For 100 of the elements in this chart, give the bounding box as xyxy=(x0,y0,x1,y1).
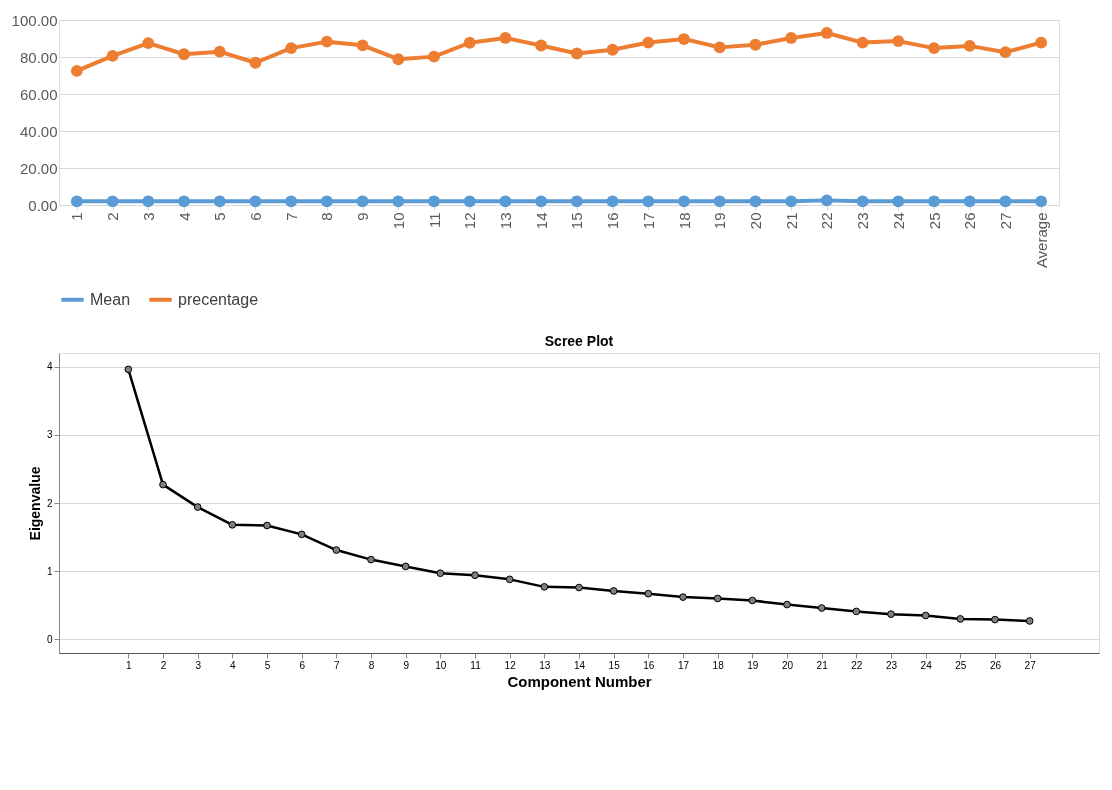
point xyxy=(401,562,410,571)
point xyxy=(749,38,762,51)
x-tick-label: 11 xyxy=(470,659,482,671)
legend-label: Mean xyxy=(90,290,131,308)
x-tick-label: 21 xyxy=(782,212,800,230)
point xyxy=(956,615,965,623)
x-tick-label: 18 xyxy=(675,212,693,230)
x-tick-label: 17 xyxy=(677,659,690,671)
point xyxy=(332,546,341,554)
x-tick-label: 8 xyxy=(318,212,336,221)
point xyxy=(142,37,155,50)
point xyxy=(963,40,976,52)
x-tick-label: 22 xyxy=(851,659,863,671)
point xyxy=(713,594,722,603)
point xyxy=(428,50,440,63)
x-tick-label: 25 xyxy=(925,212,943,230)
x-tick-label: 22 xyxy=(818,212,836,230)
x-axis-title: Component Number xyxy=(507,672,652,690)
point xyxy=(783,600,791,609)
x-tick-label: 10 xyxy=(389,212,407,230)
x-tick-label: 15 xyxy=(608,659,621,671)
point xyxy=(356,39,369,52)
point xyxy=(249,195,262,208)
point xyxy=(642,195,655,208)
point xyxy=(178,48,190,61)
y-tick-label: 3 xyxy=(46,429,53,441)
x-tick-label: 12 xyxy=(461,212,479,230)
x-tick-label: 20 xyxy=(781,659,794,671)
point xyxy=(748,596,757,605)
x-tick-label: 7 xyxy=(334,659,341,671)
x-tick-label: 6 xyxy=(246,212,264,221)
point xyxy=(570,47,583,60)
point xyxy=(856,36,869,49)
chart-title: Scree Plot xyxy=(544,333,614,349)
point xyxy=(535,195,548,208)
point xyxy=(249,56,262,69)
x-tick-label: 9 xyxy=(354,212,372,221)
x-tick-label: 20 xyxy=(746,212,764,230)
x-tick-label: 23 xyxy=(854,212,872,230)
x-tick-label: 21 xyxy=(816,659,829,671)
point xyxy=(505,575,514,584)
point xyxy=(713,41,726,54)
point xyxy=(263,521,271,530)
point xyxy=(535,39,548,52)
point xyxy=(749,195,762,208)
point xyxy=(785,32,798,44)
point xyxy=(228,520,237,529)
y-tick-label: 0 xyxy=(46,633,53,645)
point xyxy=(963,195,976,208)
x-tick-label: 9 xyxy=(403,659,410,671)
x-tick-label: 5 xyxy=(264,659,271,671)
point xyxy=(1035,195,1048,208)
point xyxy=(820,194,833,207)
y-tick-label: 40.00 xyxy=(19,122,58,140)
point xyxy=(928,42,940,55)
x-tick-label: 26 xyxy=(989,659,1002,671)
x-tick-label: 27 xyxy=(996,212,1014,230)
y-tick-label: 4 xyxy=(46,361,53,373)
point xyxy=(817,604,826,612)
point xyxy=(70,195,83,208)
y-axis-title: Eigenvalue xyxy=(26,466,43,541)
point xyxy=(678,195,690,208)
point xyxy=(644,589,653,598)
point xyxy=(852,607,861,616)
x-tick-label: 1 xyxy=(126,659,133,671)
point xyxy=(436,569,445,578)
point xyxy=(428,195,440,208)
point xyxy=(606,43,619,56)
point xyxy=(892,35,905,47)
y-tick-label: 0.00 xyxy=(28,196,58,214)
x-tick-label: 12 xyxy=(504,659,517,671)
x-tick-label: 26 xyxy=(961,212,979,230)
point xyxy=(392,53,405,66)
point xyxy=(297,530,306,539)
point xyxy=(713,195,726,208)
x-tick-label: 3 xyxy=(139,212,157,221)
x-tick-label: 2 xyxy=(104,212,122,221)
x-tick-label: 10 xyxy=(435,659,447,671)
x-tick-label: 25 xyxy=(955,659,967,671)
point xyxy=(70,64,83,77)
point xyxy=(471,571,479,580)
point xyxy=(392,195,405,208)
point xyxy=(609,587,618,595)
point xyxy=(320,195,333,208)
x-tick-label: 15 xyxy=(568,212,586,230)
x-tick-label: 14 xyxy=(532,212,550,230)
point xyxy=(820,27,833,39)
x-tick-label: 2 xyxy=(160,659,167,671)
x-tick-label: 16 xyxy=(604,212,622,230)
point xyxy=(463,195,476,208)
point xyxy=(367,555,375,564)
y-tick-label: 100.00 xyxy=(11,11,58,29)
point xyxy=(193,503,202,511)
point xyxy=(159,480,167,489)
x-tick-label: Average xyxy=(1032,212,1050,269)
point xyxy=(178,195,190,208)
point xyxy=(1025,617,1034,625)
point xyxy=(570,195,583,208)
y-tick-label: 20.00 xyxy=(19,159,58,177)
x-tick-label: 6 xyxy=(299,659,306,671)
